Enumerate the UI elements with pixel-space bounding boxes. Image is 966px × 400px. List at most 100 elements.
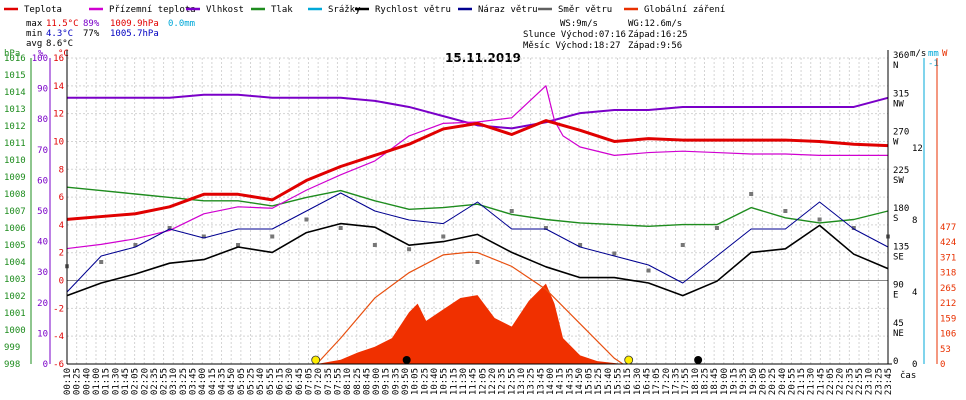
tick-label-hpa: 1004 <box>4 258 26 268</box>
x-tick-label: 21:45 <box>816 368 826 395</box>
tick-label-hpa: 1010 <box>4 156 26 166</box>
tick-label-hpa: 1011 <box>4 139 26 149</box>
x-tick-label: 19:15 <box>729 368 739 395</box>
tick-label-w: 318 <box>940 269 956 279</box>
wind-direction-point <box>612 251 617 256</box>
sun-marker-icon <box>311 355 321 365</box>
x-tick-label: 17:20 <box>662 368 672 395</box>
x-tick-label: 00:10 <box>63 368 73 395</box>
tick-label-hpa: 1006 <box>4 224 26 234</box>
tick-label-pct: 100 <box>32 54 48 64</box>
wind-direction-point <box>441 234 446 239</box>
wind-direction-point <box>167 226 172 230</box>
tick-label-w: 477 <box>940 223 956 233</box>
tick-label-pct: 0 <box>43 360 48 370</box>
wind-direction-point <box>236 243 241 247</box>
x-tick-label: 04:00 <box>198 368 208 395</box>
radiation-layer <box>316 251 624 365</box>
legend-label: Srážky <box>328 5 361 15</box>
x-tick-label: 23:25 <box>874 368 884 395</box>
x-tick-label: 07:05 <box>304 368 314 395</box>
tick-label-dir-cardinal: SW <box>893 176 904 186</box>
x-tick-label: 00:40 <box>82 368 92 395</box>
wind-direction-point <box>543 226 548 230</box>
tick-label-hpa: 1005 <box>4 241 26 251</box>
x-tick-label: 10:55 <box>440 368 450 395</box>
stat-avg-label: avg <box>26 39 42 49</box>
tick-label-dir-cardinal: W <box>893 138 899 148</box>
x-tick-label: 11:45 <box>469 368 479 395</box>
x-tick-label: 15:40 <box>604 368 614 395</box>
x-tick-label: 18:45 <box>710 368 720 395</box>
stat-min-press: 1005.7hPa <box>110 29 159 39</box>
x-tick-label: 19:35 <box>739 368 749 395</box>
x-tick-label: 08:25 <box>353 368 363 395</box>
stat-max-hum: 89% <box>83 19 100 29</box>
wind-direction-point <box>680 243 685 247</box>
legend-label: Směr větru <box>558 5 612 15</box>
x-tick-label: 13:25 <box>527 368 537 395</box>
tick-label-w: 159 <box>940 314 956 324</box>
x-tick-label: 16:15 <box>623 368 633 395</box>
wind-direction-point <box>133 243 138 247</box>
x-tick-label: 12:55 <box>507 368 517 395</box>
tick-label-hpa: 1015 <box>4 71 26 81</box>
x-tick-label: 19:00 <box>720 368 730 395</box>
tick-label-dir-cardinal: NE <box>893 329 904 339</box>
tick-label-pct: 10 <box>37 329 48 339</box>
x-tick-label: 18:10 <box>691 368 701 395</box>
x-tick-label: 21:15 <box>797 368 807 395</box>
wind-direction-point <box>783 209 788 213</box>
stat-min-temp: 4.3°C <box>46 29 73 39</box>
tick-label-hpa: 1002 <box>4 292 26 302</box>
axis-unit-labels: hPa % °C m/s mm W <box>4 49 948 59</box>
x-tick-label: 15:55 <box>614 368 624 395</box>
tick-label-degc: -2 <box>53 304 64 314</box>
x-tick-label: 02:55 <box>160 368 170 395</box>
legend-label: Náraz větru <box>478 5 538 15</box>
tick-label-dir-cardinal: E <box>893 291 898 301</box>
x-tick-label: 14:35 <box>565 368 575 395</box>
tick-label-w: 265 <box>940 284 956 294</box>
axes: 9989991000100110021003100410051006100710… <box>4 50 956 395</box>
tick-label-pct: 90 <box>37 85 48 95</box>
tick-label-ms: 4 <box>912 288 917 298</box>
stats-block: max 11.5°C 89% 1009.9hPa 0.0mm min 4.3°C… <box>26 19 195 49</box>
x-tick-label: 11:15 <box>449 368 459 395</box>
x-tick-label: 16:45 <box>643 368 653 395</box>
x-tick-label: 13:45 <box>536 368 546 395</box>
sun-marker-icon <box>624 355 634 365</box>
tick-label-w: 371 <box>940 253 956 263</box>
series-lines <box>66 85 889 297</box>
x-tick-label: 22:05 <box>826 368 836 395</box>
tick-label-degc: 6 <box>59 193 64 203</box>
series-line-p-zemn-teplota <box>66 85 888 250</box>
wind-direction-point <box>99 260 104 264</box>
x-tick-label: 11:30 <box>459 368 469 395</box>
x-tick-label: 03:10 <box>169 368 179 395</box>
x-tick-label: 20:40 <box>778 368 788 395</box>
wind-direction-point <box>578 243 583 247</box>
x-tick-label: 02:35 <box>150 368 160 395</box>
series-line-teplota <box>66 119 889 221</box>
x-tick-label: 09:50 <box>401 368 411 395</box>
legend-label: Přízemní teplota <box>109 5 196 15</box>
x-tick-label: 10:40 <box>430 368 440 395</box>
tick-label-degc: 14 <box>53 82 64 92</box>
x-tick-label: 15:25 <box>594 368 604 395</box>
x-tick-label: 01:00 <box>92 368 102 395</box>
tick-label-dir: 225 <box>893 166 909 176</box>
x-tick-label: 13:10 <box>517 368 527 395</box>
x-tick-label: 10:25 <box>420 368 430 395</box>
tick-label-pct: 30 <box>37 268 48 278</box>
wind-direction-point <box>714 226 719 230</box>
x-tick-label: 05:25 <box>247 368 257 395</box>
tick-label-degc: 16 <box>53 54 64 64</box>
tick-label-dir: 270 <box>893 128 909 138</box>
x-tick-label: 06:30 <box>285 368 295 395</box>
x-tick-label: 12:05 <box>478 368 488 395</box>
x-tick-label: 14:50 <box>575 368 585 395</box>
x-axis-label: čas <box>900 370 916 381</box>
tick-label-w: 53 <box>940 345 951 355</box>
